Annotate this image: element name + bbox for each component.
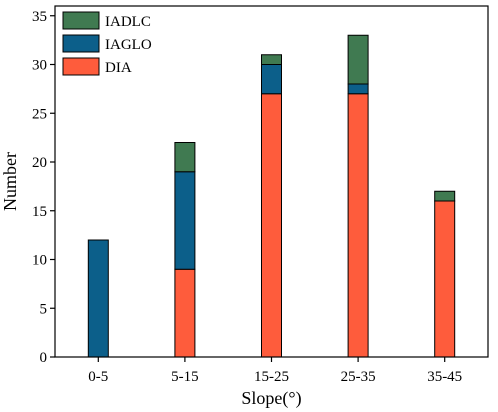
y-tick-label: 35 — [32, 9, 47, 25]
x-tick-label: 35-45 — [427, 369, 462, 385]
legend-swatch-iadlc — [62, 11, 100, 30]
x-axis: 0-5 5-15 15-25 25-35 35-45 — [88, 357, 462, 385]
x-axis-title: Slope(°) — [241, 388, 301, 409]
y-tick-label: 30 — [32, 58, 47, 74]
bar-segment-iadlc — [434, 190, 456, 202]
x-tick-label: 25-35 — [341, 369, 376, 385]
bar-segment-iaglo — [174, 171, 196, 270]
legend: IADLC IAGLO DIA — [62, 11, 152, 76]
bar-segment-dia — [174, 268, 196, 358]
y-axis-title: Number — [0, 152, 20, 211]
bar-segment-iadlc — [347, 34, 369, 85]
bar-segment-iaglo — [87, 239, 109, 358]
bar-segment-dia — [261, 93, 282, 358]
bar-segment-iaglo — [347, 83, 369, 95]
bars-layer — [87, 34, 456, 358]
y-tick-label: 0 — [40, 350, 48, 366]
legend-swatch-iaglo — [62, 34, 100, 53]
x-tick-label: 0-5 — [88, 369, 108, 385]
legend-swatch-dia — [62, 57, 100, 76]
y-tick-label: 25 — [32, 106, 47, 122]
bar-segment-iadlc — [261, 54, 282, 65]
bar-segment-iaglo — [261, 64, 282, 95]
legend-label-dia: DIA — [105, 60, 132, 76]
y-axis: 0 5 10 15 20 25 30 35 — [32, 9, 55, 366]
x-tick-label: 5-15 — [171, 369, 199, 385]
y-tick-label: 5 — [40, 301, 48, 317]
legend-label-iaglo: IAGLO — [105, 37, 152, 53]
bar-segment-iadlc — [174, 142, 196, 173]
legend-label-iadlc: IADLC — [105, 14, 151, 30]
x-tick-label: 15-25 — [254, 369, 289, 385]
y-tick-label: 10 — [32, 253, 47, 269]
y-tick-label: 15 — [32, 204, 47, 220]
bar-segment-dia — [434, 200, 456, 358]
y-tick-label: 20 — [32, 155, 47, 171]
bar-segment-dia — [347, 93, 369, 358]
